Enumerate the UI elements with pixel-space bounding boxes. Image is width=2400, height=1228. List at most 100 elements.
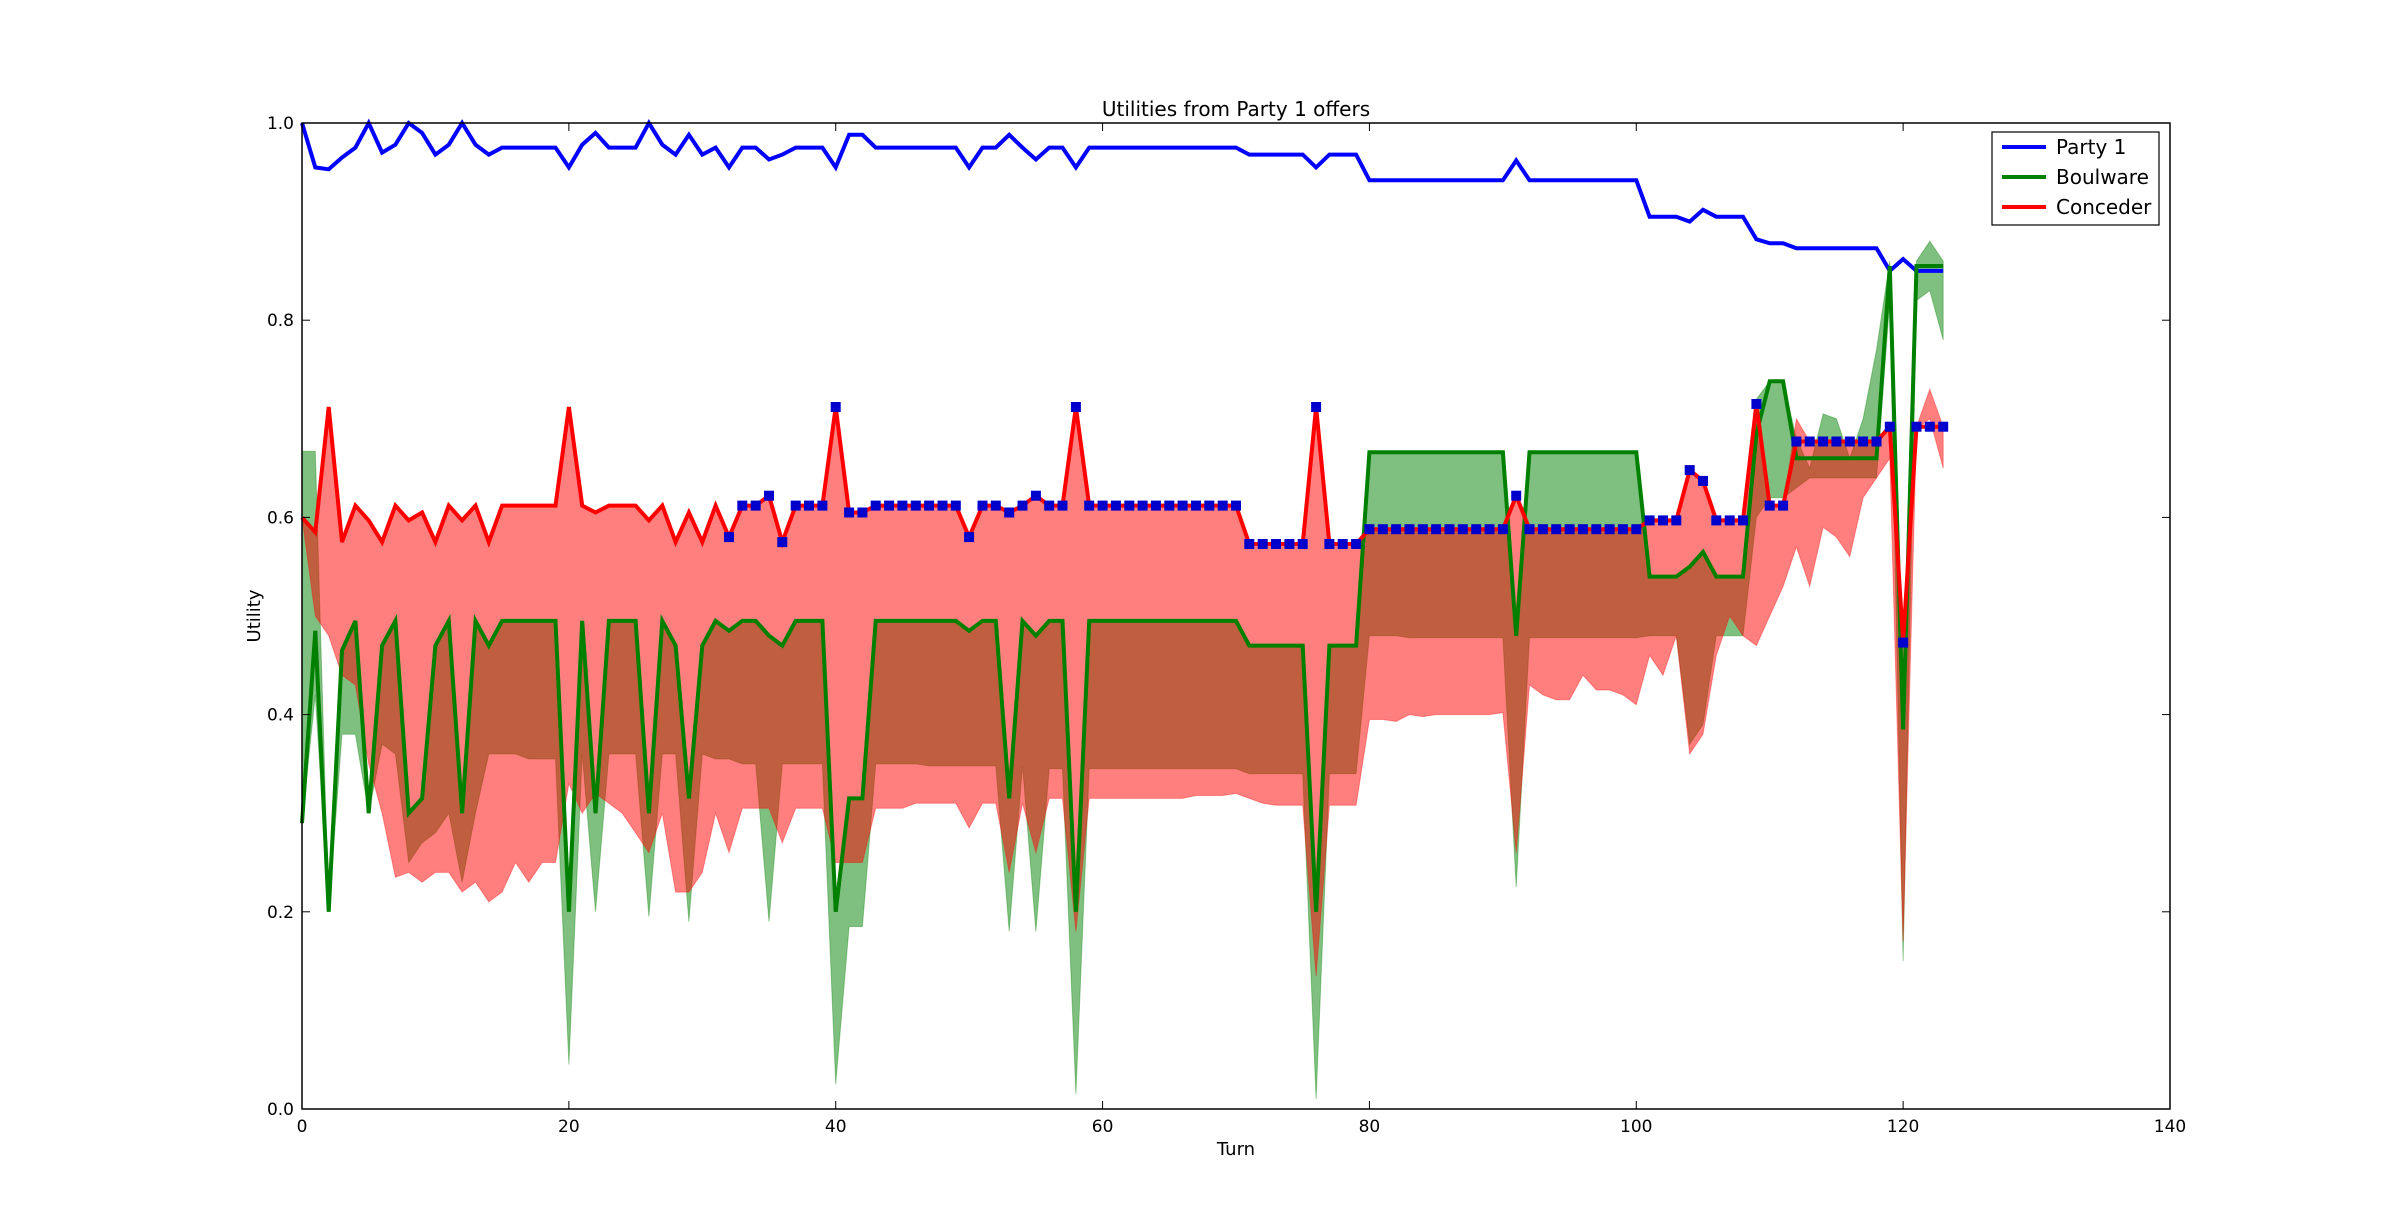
y-tick-label: 0.8 <box>267 311 294 331</box>
offer-marker <box>1911 421 1922 432</box>
offer-marker <box>1324 539 1335 549</box>
offer-marker <box>1150 500 1161 511</box>
offer-marker <box>897 500 908 511</box>
offer-marker <box>1658 515 1668 526</box>
offer-marker <box>1231 500 1241 511</box>
offer-marker <box>924 500 935 511</box>
offer-marker <box>1524 524 1535 535</box>
chart-title: Utilities from Party 1 offers <box>1102 97 1370 121</box>
y-tick-label: 0.4 <box>267 706 294 726</box>
offer-marker <box>1684 465 1695 476</box>
offer-marker <box>1738 515 1748 526</box>
offer-marker <box>910 500 921 511</box>
offer-marker <box>1030 490 1041 501</box>
offer-marker <box>1137 500 1148 511</box>
x-tick-label: 20 <box>558 1117 580 1137</box>
offer-marker <box>1271 539 1281 549</box>
offer-marker <box>1351 539 1362 549</box>
offer-marker <box>1804 436 1815 447</box>
offer-marker <box>844 507 855 518</box>
offer-marker <box>1017 500 1028 511</box>
offer-marker <box>1938 421 1949 432</box>
legend-label-conceder: Conceder <box>2056 195 2152 219</box>
offer-marker <box>1591 524 1602 535</box>
offer-marker <box>1698 475 1708 486</box>
offer-marker <box>870 500 881 511</box>
offer-marker <box>804 500 814 511</box>
offer-marker <box>1631 524 1642 535</box>
offer-marker <box>790 500 801 511</box>
offer-marker <box>777 537 788 548</box>
line-boulware <box>300 264 1944 913</box>
offer-marker <box>1004 507 1015 518</box>
offer-marker <box>857 507 868 518</box>
offer-marker <box>1191 500 1201 511</box>
offer-marker <box>1711 515 1722 526</box>
offer-marker <box>964 532 975 543</box>
offer-marker <box>937 500 948 511</box>
offer-marker <box>1204 500 1215 511</box>
offer-marker <box>1364 524 1375 535</box>
series-lines <box>300 118 1944 913</box>
offer-marker <box>1497 524 1508 535</box>
offer-marker <box>1604 524 1615 535</box>
offer-marker <box>1431 524 1442 535</box>
offer-marker <box>977 500 988 511</box>
offer-marker <box>817 500 828 511</box>
offer-marker <box>1391 524 1402 535</box>
offer-marker <box>1924 421 1935 432</box>
offer-marker <box>950 500 961 511</box>
offer-marker <box>1551 524 1562 535</box>
y-tick-label: 0.0 <box>267 1100 294 1120</box>
offer-marker <box>724 532 734 543</box>
offer-marker <box>884 500 895 511</box>
x-axis-label: Turn <box>1216 1139 1255 1160</box>
x-tick-label: 100 <box>1620 1117 1652 1137</box>
offer-marker <box>1057 500 1068 511</box>
x-tick-label: 40 <box>825 1117 847 1137</box>
offer-marker <box>830 402 841 412</box>
confidence-bands <box>301 240 1944 1100</box>
x-tick-label: 80 <box>1359 1117 1381 1137</box>
offer-marker <box>764 490 774 501</box>
offer-marker <box>1110 500 1121 511</box>
offer-marker <box>1337 539 1348 549</box>
x-tick-label: 0 <box>297 1117 308 1137</box>
offer-marker <box>1257 539 1268 549</box>
offer-marker <box>1417 524 1428 535</box>
legend-label-boulware: Boulware <box>2056 165 2149 189</box>
offer-markers <box>724 399 1949 648</box>
x-axis: 0 20 40 60 80 100 120 140 <box>297 123 2186 1137</box>
offer-marker <box>1471 524 1482 535</box>
offer-marker <box>1457 524 1468 535</box>
offer-marker <box>1644 515 1655 526</box>
offer-marker <box>1217 500 1228 511</box>
offer-marker <box>1511 490 1522 501</box>
offer-marker <box>1084 500 1095 511</box>
line-conceder <box>300 403 1944 643</box>
legend: Party 1 Boulware Conceder <box>1991 131 2160 226</box>
x-tick-label: 140 <box>2154 1117 2186 1137</box>
offer-marker <box>1164 500 1175 511</box>
y-axis-label: Utility <box>244 589 265 642</box>
line-party-1 <box>300 118 1944 275</box>
offer-marker <box>1898 637 1909 648</box>
offer-marker <box>1377 524 1388 535</box>
offer-marker <box>1831 436 1842 447</box>
offer-marker <box>1244 539 1255 549</box>
offer-marker <box>1444 524 1455 535</box>
offer-marker <box>1124 500 1135 511</box>
legend-label-party-1: Party 1 <box>2056 135 2126 159</box>
offer-marker <box>1404 524 1415 535</box>
offer-marker <box>1844 436 1855 447</box>
x-tick-label: 60 <box>1092 1117 1114 1137</box>
offer-marker <box>1537 524 1548 535</box>
offer-marker <box>737 500 748 511</box>
offer-marker <box>1764 500 1775 511</box>
offer-marker <box>1044 500 1055 511</box>
offer-marker <box>1724 515 1735 526</box>
offer-marker <box>1177 500 1188 511</box>
y-tick-label: 0.2 <box>267 903 294 923</box>
offer-marker <box>1778 500 1789 511</box>
offer-marker <box>1818 436 1829 447</box>
